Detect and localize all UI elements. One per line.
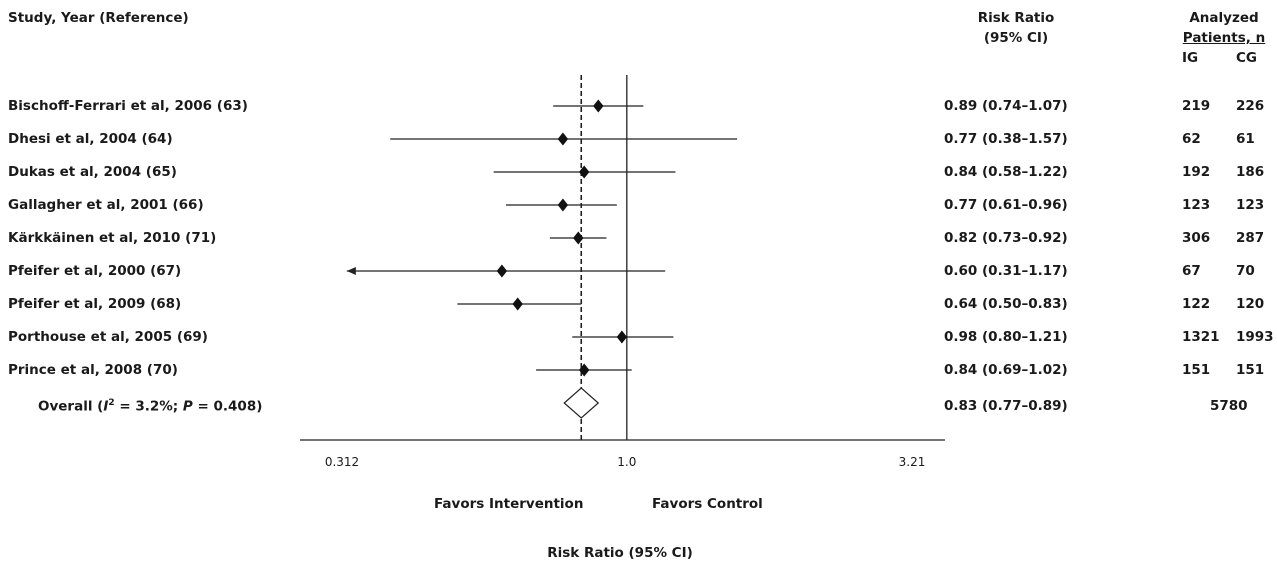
- study-ig-count: 62: [1182, 131, 1201, 147]
- favors-control-label: Favors Control: [652, 496, 763, 512]
- analyzed-header-line1: Analyzed: [1189, 10, 1259, 26]
- ci-clipped-arrow-icon: [346, 267, 356, 275]
- overall-total-patients: 5780: [1210, 398, 1248, 414]
- study-ig-count: 123: [1182, 197, 1211, 213]
- overall-summary-diamond: [563, 387, 600, 419]
- risk-ratio-header-line1: Risk Ratio: [977, 10, 1055, 26]
- study-label: Bischoff-Ferrari et al, 2006 (63): [8, 98, 248, 114]
- analyzed-header-line2: Patients, n: [1182, 30, 1266, 46]
- study-ci-text: 0.84 (0.58–1.22): [944, 164, 1068, 180]
- study-ig-count: 122: [1182, 296, 1211, 312]
- study-point-estimate-diamond: [573, 231, 584, 245]
- study-ci-text: 0.82 (0.73–0.92): [944, 230, 1068, 246]
- study-cg-count: 151: [1236, 362, 1265, 378]
- study-cg-count: 226: [1236, 98, 1265, 114]
- study-ig-count: 219: [1182, 98, 1211, 114]
- cg-column-header: CG: [1236, 50, 1257, 66]
- study-cg-count: 186: [1236, 164, 1265, 180]
- study-ig-count: 67: [1182, 263, 1201, 279]
- study-ig-count: 151: [1182, 362, 1211, 378]
- study-point-estimate-diamond: [578, 165, 590, 179]
- study-ci-text: 0.77 (0.61–0.96): [944, 197, 1068, 213]
- x-axis-title: Risk Ratio (95% CI): [547, 545, 693, 561]
- study-point-estimate-diamond: [512, 297, 523, 311]
- study-label: Gallagher et al, 2001 (66): [8, 197, 204, 213]
- study-cg-count: 123: [1236, 197, 1265, 213]
- study-point-estimate-diamond: [557, 132, 569, 146]
- risk-ratio-header-line2: (95% CI): [983, 30, 1049, 46]
- study-label: Kärkkäinen et al, 2010 (71): [8, 230, 217, 246]
- study-ci-text: 0.60 (0.31–1.17): [944, 263, 1068, 279]
- study-cg-count: 61: [1236, 131, 1255, 147]
- x-tick-label-2: 3.21: [898, 455, 926, 469]
- study-point-estimate-diamond: [578, 363, 590, 377]
- study-cg-count: 70: [1236, 263, 1255, 279]
- study-ig-count: 306: [1182, 230, 1211, 246]
- study-label: Pfeifer et al, 2009 (68): [8, 296, 182, 312]
- study-point-estimate-diamond: [616, 330, 628, 344]
- favors-intervention-label: Favors Intervention: [434, 496, 584, 512]
- study-cg-count: 120: [1236, 296, 1265, 312]
- overall-ci-text: 0.83 (0.77–0.89): [944, 398, 1068, 414]
- ig-column-header: IG: [1182, 50, 1199, 66]
- study-ci-text: 0.64 (0.50–0.83): [944, 296, 1068, 312]
- study-label: Dhesi et al, 2004 (64): [8, 131, 173, 147]
- study-ig-count: 1321: [1182, 329, 1220, 345]
- overall-label: Overall (I2 = 3.2%; P = 0.408): [38, 398, 263, 415]
- study-label: Dukas et al, 2004 (65): [8, 164, 177, 180]
- study-ig-count: 192: [1182, 164, 1211, 180]
- study-label: Pfeifer et al, 2000 (67): [8, 263, 182, 279]
- study-point-estimate-diamond: [496, 264, 508, 278]
- study-ci-text: 0.77 (0.38–1.57): [944, 131, 1068, 147]
- x-tick-label-0: 0.312: [324, 455, 360, 469]
- study-column-header: Study, Year (Reference): [8, 10, 189, 26]
- study-ci-text: 0.98 (0.80–1.21): [944, 329, 1068, 345]
- study-ci-text: 0.84 (0.69–1.02): [944, 362, 1068, 378]
- study-point-estimate-diamond: [557, 198, 569, 212]
- study-label: Porthouse et al, 2005 (69): [8, 329, 208, 345]
- study-cg-count: 287: [1236, 230, 1265, 246]
- study-label: Prince et al, 2008 (70): [8, 362, 178, 378]
- study-point-estimate-diamond: [593, 99, 604, 113]
- study-ci-text: 0.89 (0.74–1.07): [944, 98, 1068, 114]
- x-tick-label-1: 1.0: [617, 455, 637, 469]
- study-cg-count: 1993: [1236, 329, 1274, 345]
